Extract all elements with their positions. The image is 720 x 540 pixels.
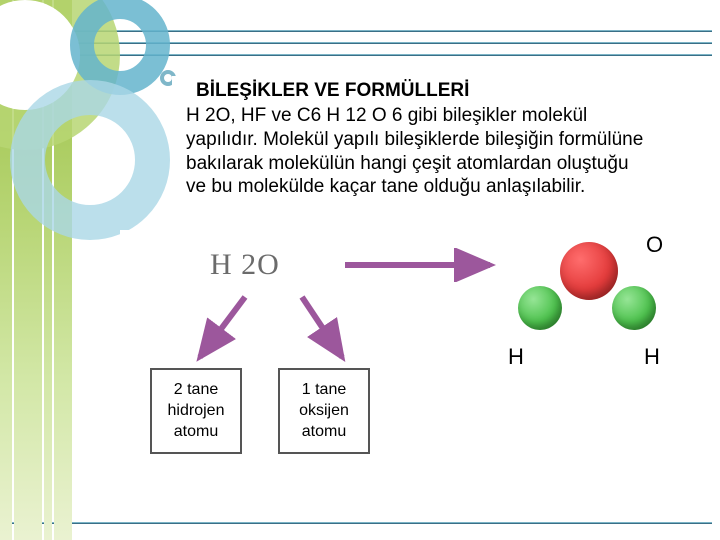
atom-label: H <box>508 344 524 370</box>
box-line: hidrojen <box>164 401 228 422</box>
slide-body: H 2O, HF ve C6 H 12 O 6 gibi bileşikler … <box>186 104 650 199</box>
oxygen-atom-icon <box>560 242 618 300</box>
slide-title: BİLEŞİKLER VE FORMÜLLERİ <box>196 80 650 102</box>
box-line: 1 tane <box>292 380 356 401</box>
arrow-to-left-box-icon <box>190 292 260 372</box>
water-molecule-model: O H H <box>508 226 668 376</box>
arrow-to-right-box-icon <box>292 292 362 372</box>
box-line: 2 tane <box>164 380 228 401</box>
atom-label: O <box>646 232 663 258</box>
hydrogen-atom-icon <box>612 286 656 330</box>
oxygen-box: 1 tane oksijen atomu <box>278 368 370 454</box>
box-line: atomu <box>292 422 356 443</box>
formula-diagram: H 2O <box>120 230 680 500</box>
content-text: BİLEŞİKLER VE FORMÜLLERİ H 2O, HF ve C6 … <box>172 76 652 203</box>
atom-label: H <box>644 344 660 370</box>
hydrogen-box: 2 tane hidrojen atomu <box>150 368 242 454</box>
arrow-to-molecule-icon <box>340 248 510 282</box>
hydrogen-atom-icon <box>518 286 562 330</box>
formula-node: H 2O <box>210 248 280 282</box>
box-line: oksijen <box>292 401 356 422</box>
box-line: atomu <box>164 422 228 443</box>
footer-rule <box>8 522 712 524</box>
